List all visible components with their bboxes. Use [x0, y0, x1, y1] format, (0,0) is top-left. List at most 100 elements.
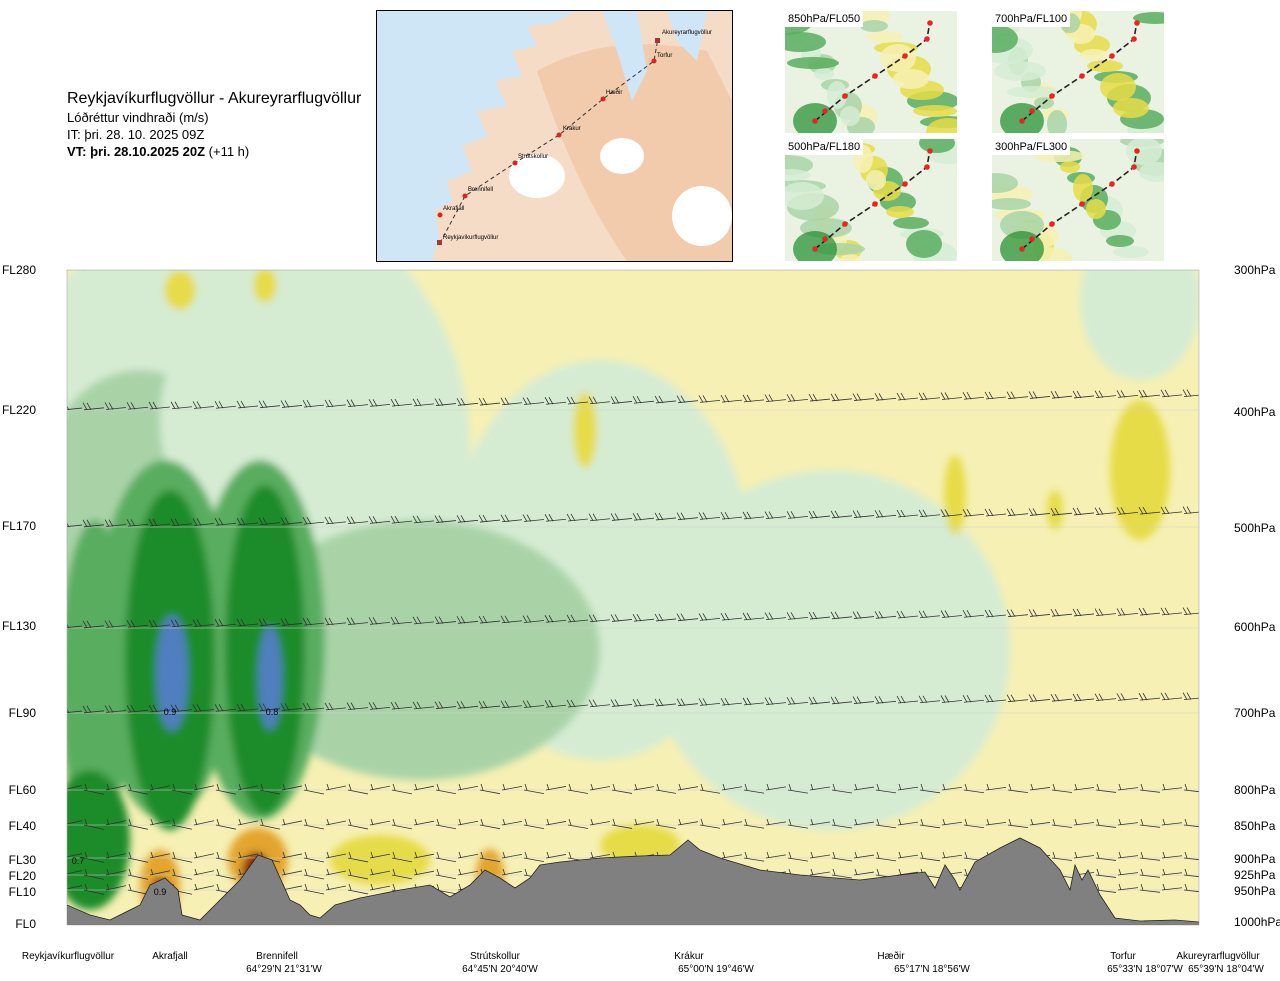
wind-barb [1161, 697, 1183, 701]
wind-barb-flag [1138, 607, 1144, 616]
wind-barb-flag [768, 697, 774, 705]
wind-barb [325, 820, 347, 826]
wind-barb-flag [328, 399, 334, 408]
wind-barb [369, 853, 391, 859]
wind-region [330, 835, 430, 885]
wind-barb [1073, 822, 1095, 826]
wind-barb-flag [810, 851, 814, 859]
wind-barb [193, 523, 215, 526]
fl-label: FL0 [15, 917, 36, 931]
wind-barb-flag [944, 509, 950, 517]
wind-barb-flag [215, 261, 219, 268]
wind-barb-flag [63, 784, 65, 790]
wind-barb [325, 521, 347, 525]
wind-barb-flag [764, 511, 770, 519]
wind-barb [985, 786, 1007, 791]
wind-barb-flag [676, 613, 682, 621]
wind-barb-flag [61, 621, 65, 628]
wind-barb-flag [768, 612, 774, 620]
wind-barb [942, 258, 962, 260]
wind-barb-flag [654, 613, 660, 622]
wind-barb [1095, 889, 1117, 893]
wind-barb-flag [1098, 608, 1104, 616]
wind-barb [391, 403, 413, 407]
wind-barb-flag [900, 509, 906, 518]
level-map-label: 500hPa/FL180 [785, 139, 864, 155]
wind-barb [347, 874, 369, 880]
wind-barb [765, 702, 787, 706]
wind-barb-flag [83, 263, 87, 270]
wind-barb-flag [1118, 883, 1122, 891]
route-map[interactable]: Akureyrarflugvöllur Torfur Hæðir Krákur … [376, 10, 733, 262]
wind-barb-flag [742, 697, 748, 706]
wind-barb [1117, 855, 1139, 859]
wind-barb-flag [351, 260, 355, 267]
wind-barb [281, 853, 303, 859]
wind-barb-flag [918, 392, 924, 400]
wind-barb-flag [546, 783, 550, 791]
wind-barb [325, 404, 347, 408]
wind-barb-flag [790, 394, 796, 402]
wind-barb-flag [702, 395, 708, 403]
wind-barb [237, 623, 259, 627]
wind-barb [898, 258, 918, 260]
wind-barb-flag [876, 783, 880, 791]
wind-barb [809, 616, 831, 620]
contour-label: 0.9 [164, 707, 177, 717]
waypoint-coord: 65°33'N 18°07'W [1107, 964, 1183, 975]
wind-barb [919, 700, 941, 704]
level-map-field [1139, 162, 1164, 182]
wind-barb [897, 786, 919, 791]
wind-barb [809, 871, 831, 876]
wind-barb [831, 701, 853, 705]
wind-barb [105, 853, 127, 859]
level-map-300[interactable]: 300hPa/FL300 [992, 139, 1164, 261]
wind-barb-flag [348, 868, 352, 876]
level-map-700[interactable]: 700hPa/FL100 [992, 11, 1164, 133]
wind-barb-flag [966, 509, 972, 517]
wind-barb [501, 705, 523, 709]
wind-barb-flag [790, 511, 796, 519]
waypoint-name: Brennifell [256, 951, 298, 962]
wind-barb-flag [302, 399, 308, 408]
wind-barb-flag [786, 511, 792, 519]
wind-barb-flag [678, 818, 682, 826]
fl-label: FL130 [1, 619, 36, 633]
wind-barb-flag [240, 703, 246, 712]
wind-barb [765, 854, 787, 859]
wind-barb-flag [216, 868, 220, 876]
wind-barb [457, 402, 479, 406]
wind-region [240, 520, 600, 780]
wind-barb-flag [1073, 251, 1077, 258]
wind-barb [545, 786, 567, 791]
wind-barb [1139, 612, 1161, 616]
wind-barb-flag [1139, 250, 1143, 257]
wind-barb-flag [1051, 251, 1055, 258]
wind-barb-flag [478, 514, 484, 523]
waypoint-coord: 64°45'N 20°40'W [462, 964, 538, 975]
wind-barb [1095, 824, 1117, 828]
wind-barb-flag [876, 818, 880, 826]
level-map-500[interactable]: 500hPa/FL180 [785, 139, 957, 261]
wind-barb-flag [1116, 390, 1122, 398]
wind-barb [502, 263, 522, 265]
wind-barb [391, 621, 413, 625]
route-point [927, 20, 933, 26]
wind-barb-flag [150, 818, 154, 826]
wind-barb-flag [940, 695, 946, 703]
wind-barb-flag [922, 695, 928, 703]
wind-barb-flag [152, 619, 158, 628]
level-map-850[interactable]: 850hPa/FL050 [785, 11, 957, 133]
wind-barb-flag [832, 868, 836, 876]
wind-barb-flag [106, 783, 110, 791]
wind-barb [172, 267, 192, 269]
wind-barb-flag [766, 783, 770, 791]
wind-barb [523, 705, 545, 708]
wind-barb [325, 785, 347, 791]
wind-barb-flag [812, 393, 818, 402]
wind-barb-flag [482, 514, 488, 523]
wind-barb [83, 710, 105, 714]
wind-barb-flag [964, 868, 968, 876]
map-label-krakur: Krákur [563, 126, 581, 132]
wind-barb [413, 520, 435, 524]
